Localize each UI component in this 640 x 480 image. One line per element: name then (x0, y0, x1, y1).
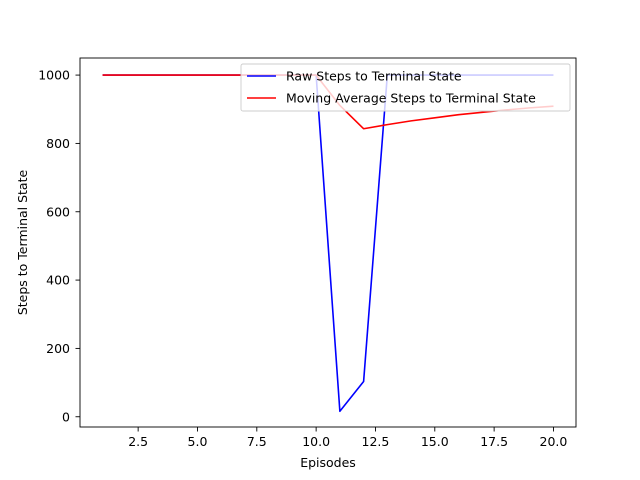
x-tick-label: 7.5 (247, 434, 267, 449)
y-axis: 0 200 400 600 800 1000 (38, 68, 80, 424)
x-tick-label: 17.5 (480, 434, 508, 449)
y-tick-label: 0 (62, 409, 70, 424)
legend-label-raw: Raw Steps to Terminal State (286, 69, 462, 84)
legend: Raw Steps to Terminal State Moving Avera… (240, 63, 571, 112)
legend-label-moving-average: Moving Average Steps to Terminal State (286, 91, 536, 106)
x-tick-label: 12.5 (362, 434, 390, 449)
x-axis: 2.5 5.0 7.5 10.0 12.5 15.0 17.5 20.0 (128, 427, 567, 449)
x-tick-label: 10.0 (302, 434, 330, 449)
x-tick-label: 15.0 (421, 434, 449, 449)
x-tick-label: 20.0 (540, 434, 568, 449)
x-tick-label: 5.0 (188, 434, 208, 449)
y-tick-label: 600 (46, 204, 70, 219)
y-tick-label: 800 (46, 136, 70, 151)
plot-frame (79, 57, 577, 428)
x-axis-title: Episodes (300, 455, 356, 470)
y-tick-label: 200 (46, 341, 70, 356)
x-tick-label: 2.5 (128, 434, 148, 449)
y-tick-label: 1000 (38, 68, 70, 83)
y-tick-label: 400 (46, 273, 70, 288)
y-axis-title: Steps to Terminal State (15, 170, 30, 316)
legend-box (240, 63, 571, 112)
